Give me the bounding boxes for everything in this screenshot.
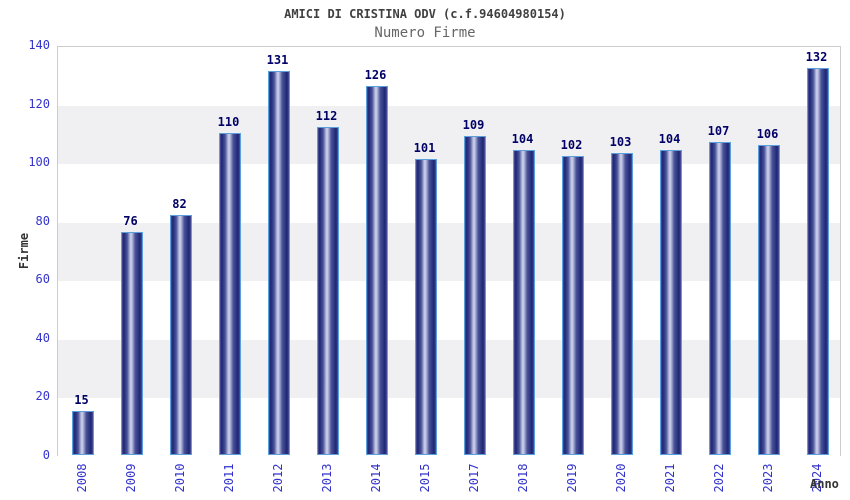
x-tick-label-2023: 2023 bbox=[760, 463, 775, 493]
x-tick-label-2010: 2010 bbox=[172, 463, 187, 493]
x-tick-label-2019: 2019 bbox=[564, 463, 579, 493]
bar-2010 bbox=[169, 214, 192, 455]
x-tick-label-2022: 2022 bbox=[711, 463, 726, 493]
x-tick-label-2018: 2018 bbox=[515, 463, 530, 493]
bar-value-label: 110 bbox=[217, 114, 240, 129]
bar-2014 bbox=[365, 86, 388, 455]
y-tick-label: 140 bbox=[28, 38, 50, 52]
bar-2015 bbox=[414, 159, 437, 455]
bar-value-label: 15 bbox=[74, 393, 89, 408]
bar-value-label: 104 bbox=[658, 132, 681, 147]
x-tick-label-2012: 2012 bbox=[270, 463, 285, 493]
x-tick-label-2021: 2021 bbox=[662, 463, 677, 493]
bar-value-label: 112 bbox=[315, 109, 338, 123]
bar-2017 bbox=[463, 135, 486, 455]
bar-value-label: 107 bbox=[707, 123, 730, 138]
bar-2008 bbox=[71, 411, 94, 455]
x-axis-title: Anno bbox=[810, 477, 839, 491]
y-tick-label: 80 bbox=[35, 213, 50, 228]
x-tick-label-2008: 2008 bbox=[74, 463, 89, 493]
x-tick-label-2017: 2017 bbox=[466, 463, 481, 493]
bar-2021 bbox=[659, 150, 682, 455]
y-tick-label: 40 bbox=[35, 330, 50, 345]
x-tick-label-2013: 2013 bbox=[319, 463, 334, 493]
x-tick-label-2015: 2015 bbox=[417, 463, 432, 493]
y-tick-label: 100 bbox=[28, 155, 50, 170]
bar-value-label: 126 bbox=[364, 68, 387, 82]
chart-subtitle: Numero Firme bbox=[374, 25, 476, 41]
bar-value-label: 109 bbox=[462, 117, 485, 132]
x-tick-label-2014: 2014 bbox=[368, 463, 383, 493]
x-tick-label-2011: 2011 bbox=[221, 463, 236, 493]
bar-2022 bbox=[708, 141, 731, 455]
y-tick-label: 120 bbox=[28, 96, 50, 111]
bar-value-label: 106 bbox=[756, 126, 779, 141]
y-tick-label: 60 bbox=[35, 272, 50, 287]
x-tick-label-2020: 2020 bbox=[613, 463, 628, 493]
bar-2011 bbox=[218, 132, 241, 455]
bar-2023 bbox=[757, 144, 780, 455]
bar-2020 bbox=[610, 153, 633, 455]
bar-2024 bbox=[806, 68, 829, 455]
bar-2019 bbox=[561, 156, 584, 455]
bar-value-label: 76 bbox=[123, 214, 138, 229]
bar-value-label: 131 bbox=[266, 53, 289, 68]
grid-band bbox=[58, 47, 840, 106]
x-tick-label-2009: 2009 bbox=[123, 463, 138, 493]
bar-value-label: 82 bbox=[172, 196, 187, 211]
bar-2018 bbox=[512, 150, 535, 455]
bar-value-label: 101 bbox=[413, 141, 436, 156]
y-tick-label: 20 bbox=[35, 389, 50, 404]
bar-2012 bbox=[267, 71, 290, 455]
chart-title: AMICI DI CRISTINA ODV (c.f.94604980154) bbox=[284, 7, 566, 21]
bar-2009 bbox=[120, 232, 143, 455]
bar-value-label: 132 bbox=[805, 50, 828, 65]
bar-value-label: 104 bbox=[511, 132, 534, 147]
bar-value-label: 103 bbox=[609, 135, 632, 150]
bar-2013 bbox=[316, 127, 339, 455]
bar-value-label: 102 bbox=[560, 138, 583, 153]
plot-area bbox=[57, 46, 841, 457]
y-tick-label: 0 bbox=[42, 448, 50, 462]
